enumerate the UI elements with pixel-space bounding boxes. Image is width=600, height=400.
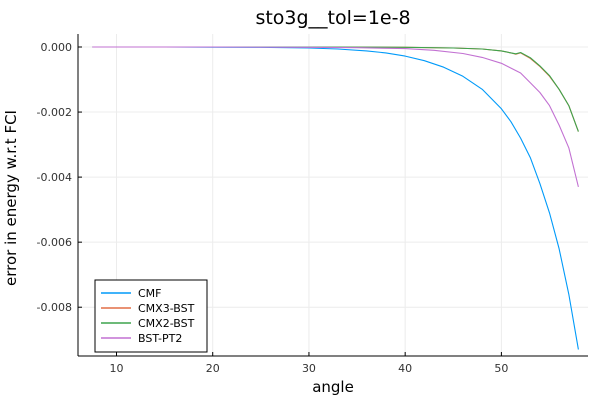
y-axis-ticks: 0.000 -0.002 -0.004 -0.006 -0.008 — [37, 41, 82, 314]
y-axis-title: error in energy w.r.t FCI — [2, 110, 20, 286]
x-axis-title: angle — [312, 378, 354, 396]
x-axis-ticks: 10 20 30 40 50 — [109, 352, 508, 375]
legend-label: CMX3-BST — [138, 302, 195, 315]
y-tick-label: -0.004 — [37, 171, 72, 184]
legend: CMF CMX3-BST CMX2-BST BST-PT2 — [94, 279, 208, 353]
legend-label: BST-PT2 — [138, 332, 182, 345]
series-lines — [92, 46, 579, 350]
x-tick-label: 50 — [494, 362, 508, 375]
chart-title: sto3g__tol=1e-8 — [255, 7, 410, 29]
y-tick-label: -0.008 — [37, 301, 72, 314]
y-tick-label: 0.000 — [41, 41, 73, 54]
axes — [77, 34, 588, 357]
legend-label: CMX2-BST — [138, 317, 195, 330]
legend-label: CMF — [138, 287, 162, 300]
y-tick-label: -0.002 — [37, 106, 72, 119]
x-tick-label: 40 — [398, 362, 412, 375]
series-line-bst-pt2 — [92, 46, 579, 188]
x-tick-label: 20 — [206, 362, 220, 375]
x-tick-label: 30 — [302, 362, 316, 375]
y-tick-label: -0.006 — [37, 236, 72, 249]
x-tick-label: 10 — [109, 362, 123, 375]
legend-box — [94, 279, 208, 353]
